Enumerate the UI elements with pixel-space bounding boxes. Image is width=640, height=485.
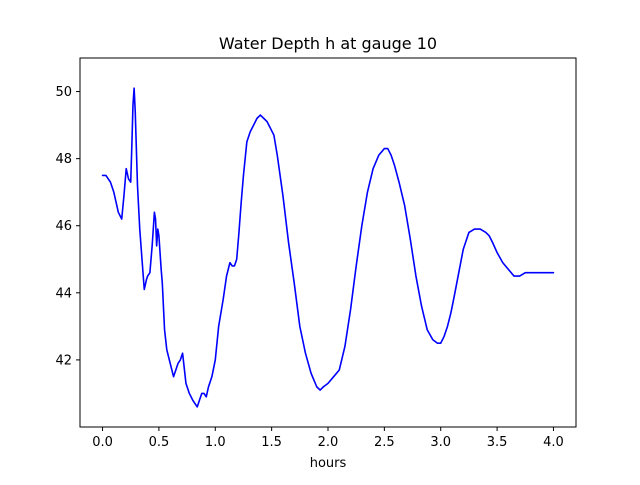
x-axis-label: hours	[310, 456, 347, 471]
x-tick-label: 2.0	[318, 435, 339, 450]
y-tick-label: 44	[55, 286, 72, 301]
x-axis: 0.0 0.5 1.0 1.5 2.0 2.5 3.0 3.5 4.0	[92, 427, 564, 450]
x-tick-label: 2.5	[374, 435, 395, 450]
x-tick-label: 1.5	[261, 435, 282, 450]
series-line-0	[101, 87, 555, 408]
y-axis: 42 44 46 48 50	[55, 85, 80, 368]
x-tick-label: 3.5	[487, 435, 508, 450]
y-tick-label: 42	[55, 353, 72, 368]
chart-title: Water Depth h at gauge 10	[219, 34, 437, 53]
x-tick-label: 0.5	[149, 435, 170, 450]
x-tick-label: 4.0	[543, 435, 564, 450]
x-tick-label: 0.0	[92, 435, 113, 450]
y-tick-label: 50	[55, 85, 72, 100]
y-tick-label: 48	[55, 152, 72, 167]
plot-area	[101, 87, 555, 408]
y-tick-label: 46	[55, 219, 72, 234]
axes-frame	[79, 57, 577, 428]
x-tick-label: 1.0	[205, 435, 226, 450]
x-tick-label: 3.0	[430, 435, 451, 450]
